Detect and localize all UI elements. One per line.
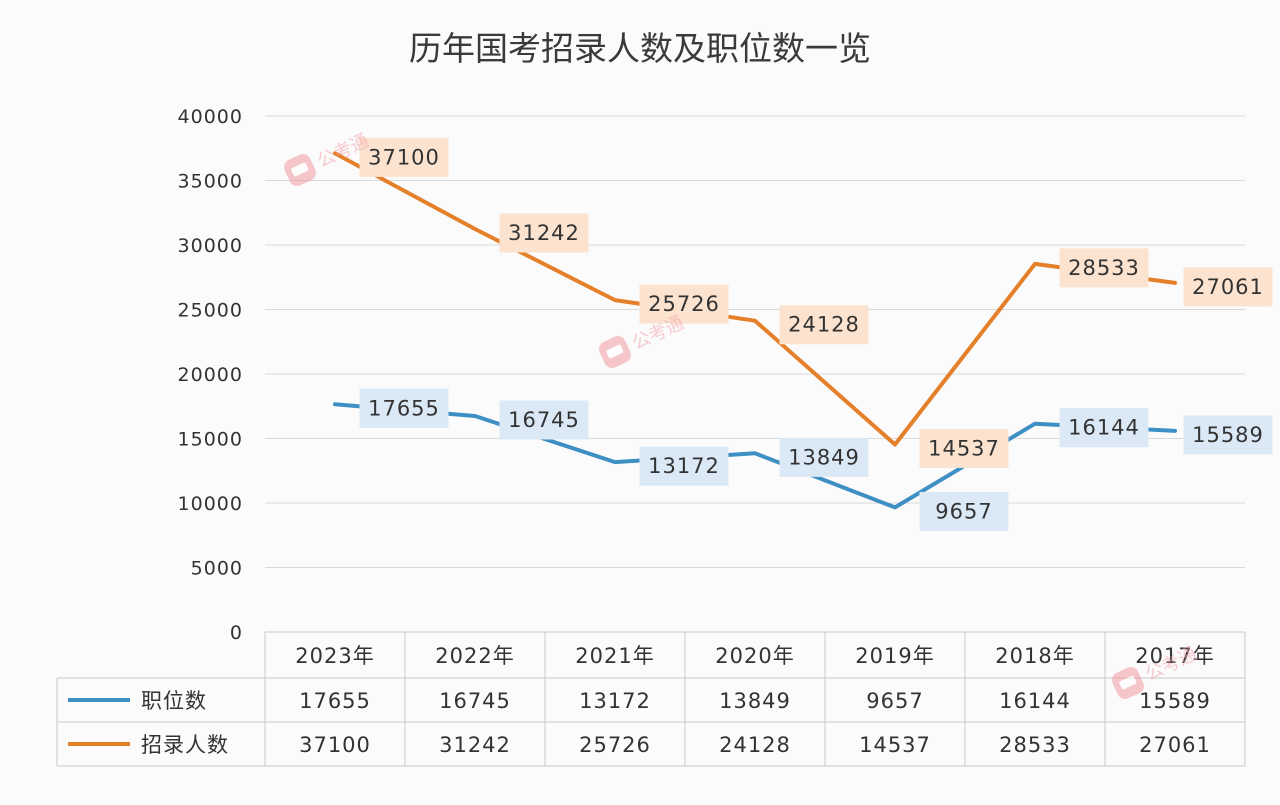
table-cell-value: 31242: [439, 733, 511, 757]
data-label-text: 9657: [935, 499, 992, 523]
y-tick-label: 15000: [178, 429, 243, 451]
data-label-box: [919, 428, 1009, 468]
table-cell-value: 17655: [299, 689, 371, 713]
chat-bubble-logo-mark: [1119, 675, 1137, 690]
data-label-text: 13849: [788, 445, 860, 469]
table-cell-value: 28533: [999, 733, 1071, 757]
data-label-box: [1183, 267, 1273, 307]
data-labels: 17655 16745 13172 13849 9657 16144 15589 37100 3…: [359, 137, 1273, 531]
data-label-box: [359, 388, 449, 428]
data-label-box: [1059, 248, 1149, 288]
chat-bubble-logo-mark: [291, 162, 309, 177]
y-tick-label: 20000: [178, 364, 243, 386]
data-label: 31242: [499, 213, 589, 253]
data-label-box: [639, 284, 729, 324]
table-cell-value: 9657: [866, 689, 923, 713]
data-label-box: [359, 137, 449, 177]
data-label-text: 28533: [1068, 256, 1140, 280]
data-label: 16745: [499, 400, 589, 440]
x-tick-label: 2021年: [575, 644, 654, 668]
data-label: 28533: [1059, 248, 1149, 288]
table-cell-value: 16144: [999, 689, 1071, 713]
data-label-text: 31242: [508, 221, 580, 245]
series-line: [333, 151, 1177, 447]
y-tick-label: 5000: [191, 558, 243, 580]
data-label: 14537: [919, 428, 1009, 468]
data-label: 9657: [919, 491, 1009, 531]
data-label-text: 13172: [648, 454, 720, 478]
data-label-text: 37100: [368, 145, 440, 169]
data-label: 27061: [1183, 267, 1273, 307]
data-label: 15589: [1183, 415, 1273, 455]
gridlines: [265, 115, 1245, 633]
series-lines: [333, 151, 1177, 510]
data-label-box: [1183, 415, 1273, 455]
data-label: 25726: [639, 284, 729, 324]
data-label-text: 16745: [508, 408, 580, 432]
legend-label: 职位数: [141, 689, 207, 713]
y-tick-label: 35000: [178, 171, 243, 193]
x-tick-label: 2020年: [715, 644, 794, 668]
table-cell-value: 13849: [719, 689, 791, 713]
watermark-logo: 公考通: [284, 131, 372, 186]
x-tick-label: 2017年: [1135, 644, 1214, 668]
table-cell-value: 25726: [579, 733, 651, 757]
data-label-text: 25726: [648, 292, 720, 316]
data-label: 13849: [779, 437, 869, 477]
data-label-box: [779, 305, 869, 345]
data-label: 17655: [359, 388, 449, 428]
x-tick-label: 2018年: [995, 644, 1074, 668]
data-label-text: 27061: [1192, 275, 1264, 299]
x-tick-label: 2023年: [295, 644, 374, 668]
x-tick-label: 2019年: [855, 644, 934, 668]
data-label-box: [639, 446, 729, 486]
table-cell-value: 27061: [1139, 733, 1211, 757]
series-line: [333, 402, 1177, 510]
table-cell-value: 13172: [579, 689, 651, 713]
data-label-text: 24128: [788, 313, 860, 337]
y-axis-ticks: 0 5000 10000 15000 20000 25000 30000 35000 40000: [178, 106, 243, 644]
data-label: 24128: [779, 305, 869, 345]
chart-title: 历年国考招录人数及职位数一览: [409, 29, 871, 68]
table-cell-value: 37100: [299, 733, 371, 757]
chat-bubble-logo-mark: [606, 344, 624, 359]
data-label: 37100: [359, 137, 449, 177]
data-label-box: [499, 213, 589, 253]
data-label-text: 17655: [368, 396, 440, 420]
data-label-box: [499, 400, 589, 440]
data-label-box: [919, 491, 1009, 531]
table-cell-value: 24128: [719, 733, 791, 757]
table-cell-value: 14537: [859, 733, 931, 757]
x-tick-label: 2022年: [435, 644, 514, 668]
y-tick-label: 25000: [178, 300, 243, 322]
data-label-text: 16144: [1068, 416, 1140, 440]
data-label: 13172: [639, 446, 729, 486]
data-label-text: 14537: [928, 436, 1000, 460]
y-tick-label: 0: [230, 622, 243, 644]
y-tick-label: 10000: [178, 493, 243, 515]
table-cell-value: 16745: [439, 689, 511, 713]
data-label-box: [779, 437, 869, 477]
legend-label: 招录人数: [141, 733, 229, 757]
table-cell-value: 15589: [1139, 689, 1211, 713]
y-tick-label: 40000: [178, 106, 243, 128]
y-tick-label: 30000: [178, 235, 243, 257]
data-label-box: [1059, 408, 1149, 448]
data-label: 16144: [1059, 408, 1149, 448]
data-label-text: 15589: [1192, 423, 1264, 447]
